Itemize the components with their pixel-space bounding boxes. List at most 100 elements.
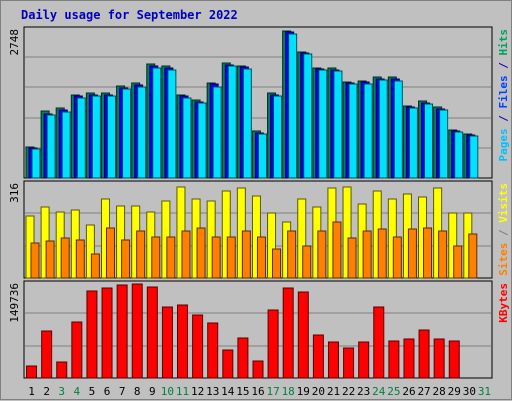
legend-entry: KBytes — [497, 283, 510, 323]
bar-pages — [424, 103, 434, 179]
day-label: 16 — [251, 385, 264, 398]
day-label: 21 — [327, 385, 340, 398]
bar-sites — [75, 239, 85, 279]
day-label: 11 — [176, 385, 189, 398]
legend-entry: / — [497, 223, 510, 243]
day-label: 25 — [387, 385, 400, 398]
day-label: 22 — [342, 385, 355, 398]
bar-kbytes — [41, 330, 53, 379]
day-label: 6 — [104, 385, 111, 398]
bar-kbytes — [388, 340, 400, 379]
bar-kbytes — [237, 337, 249, 379]
legend-entry: Pages — [497, 128, 510, 161]
bar-pages — [439, 109, 449, 179]
bar-pages — [318, 69, 328, 179]
bar-kbytes — [252, 360, 264, 379]
day-label: 9 — [149, 385, 156, 398]
bar-pages — [348, 83, 358, 179]
max-label: 316 — [8, 183, 21, 203]
bar-pages — [122, 88, 132, 179]
bar-pages — [393, 80, 403, 179]
bar-sites — [468, 233, 478, 279]
bar-kbytes — [327, 341, 339, 379]
bar-sites — [347, 237, 357, 279]
bar-pages — [167, 69, 177, 179]
bar-sites — [60, 237, 70, 279]
bar-kbytes — [207, 322, 219, 379]
bar-pages — [182, 97, 192, 179]
bar-pages — [152, 67, 162, 179]
bar-sites — [287, 230, 297, 279]
day-label: 12 — [191, 385, 204, 398]
day-label: 15 — [236, 385, 249, 398]
bar-sites — [423, 227, 433, 279]
day-label: 8 — [134, 385, 141, 398]
bar-pages — [91, 95, 101, 179]
bar-sites — [332, 221, 342, 279]
bar-pages — [61, 111, 71, 179]
bar-pages — [454, 131, 464, 179]
bar-kbytes — [71, 321, 83, 379]
day-label: 1 — [28, 385, 35, 398]
bar-pages — [303, 53, 313, 179]
bar-sites — [181, 230, 191, 279]
bar-sites — [45, 240, 55, 279]
day-label: 31 — [478, 385, 491, 398]
day-label: 29 — [448, 385, 461, 398]
day-label: 14 — [221, 385, 235, 398]
bar-kbytes — [222, 349, 234, 379]
bar-sites — [377, 228, 387, 279]
bar-kbytes — [101, 287, 113, 379]
bar-kbytes — [192, 314, 204, 379]
day-label: 28 — [433, 385, 446, 398]
day-label: 3 — [58, 385, 65, 398]
bar-pages — [137, 86, 147, 179]
bar-kbytes — [433, 338, 445, 379]
bar-kbytes — [418, 329, 430, 379]
bar-sites — [302, 245, 312, 279]
legend-entry: Visits — [497, 183, 510, 223]
day-label: 5 — [89, 385, 96, 398]
bar-sites — [272, 248, 282, 279]
bar-sites — [211, 236, 221, 279]
bar-pages — [46, 114, 56, 179]
bar-sites — [362, 230, 372, 279]
bar-pages — [227, 65, 237, 179]
bar-sites — [226, 236, 236, 279]
bar-visits — [267, 212, 277, 279]
legend-entry: / — [497, 56, 510, 76]
bar-kbytes — [161, 306, 173, 379]
day-label: 27 — [417, 385, 430, 398]
bar-kbytes — [177, 304, 189, 379]
day-label: 10 — [161, 385, 174, 398]
legend-kbytes: KBytes — [497, 283, 510, 323]
bar-sites — [438, 230, 448, 279]
day-label: 20 — [312, 385, 325, 398]
bar-kbytes — [116, 284, 128, 379]
day-label: 17 — [266, 385, 279, 398]
bar-kbytes — [448, 340, 460, 379]
bar-pages — [31, 148, 41, 179]
bar-pages — [288, 33, 298, 179]
legend-entry: Sites — [497, 243, 510, 276]
bar-kbytes — [86, 290, 98, 379]
bar-kbytes — [282, 287, 294, 379]
max-label: 2748 — [8, 29, 21, 56]
bar-pages — [333, 70, 343, 179]
bar-kbytes — [146, 286, 158, 379]
bar-sites — [30, 242, 40, 279]
bar-kbytes — [297, 291, 309, 379]
bar-pages — [242, 68, 252, 179]
bar-sites — [90, 253, 100, 279]
legend-entry: Hits — [497, 29, 510, 56]
max-label: 149736 — [8, 283, 21, 323]
bar-sites — [241, 230, 251, 279]
bar-pages — [257, 133, 267, 179]
day-label: 18 — [282, 385, 295, 398]
bar-kbytes — [56, 361, 68, 379]
bar-kbytes — [373, 306, 385, 379]
bar-visits — [221, 190, 231, 279]
bar-kbytes — [358, 341, 370, 379]
bar-pages — [363, 83, 373, 179]
